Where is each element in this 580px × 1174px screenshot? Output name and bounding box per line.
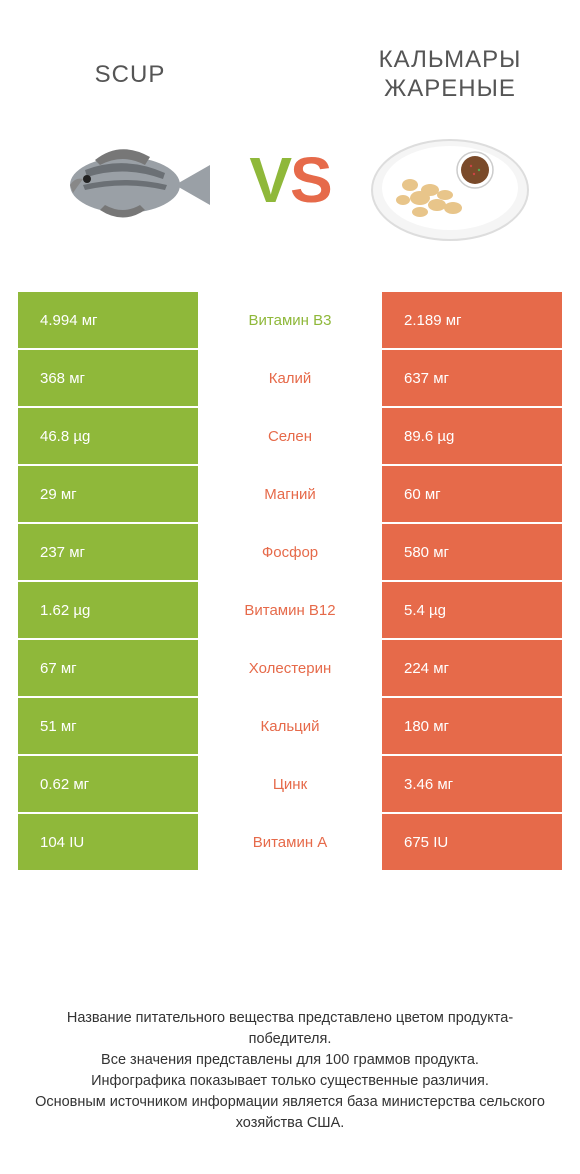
value-right: 224 мг [382,640,562,696]
footer-notes: Название питательного вещества представл… [0,1008,580,1134]
footer-line: Название питательного вещества представл… [30,1008,550,1050]
value-right: 2.189 мг [382,292,562,348]
nutrient-label: Калий [198,350,382,406]
vs-label: VS [249,143,330,217]
value-right: 60 мг [382,466,562,522]
product-right: КАЛЬМАРЫ ЖАРЕНЫЕ [350,40,550,250]
nutrient-label: Витамин A [198,814,382,870]
nutrient-label: Селен [198,408,382,464]
nutrient-label: Витамин B12 [198,582,382,638]
nutrient-label: Холестерин [198,640,382,696]
table-row: 4.994 мгВитамин B32.189 мг [18,290,562,348]
value-right: 89.6 µg [382,408,562,464]
value-left: 0.62 мг [18,756,198,812]
value-left: 237 мг [18,524,198,580]
value-left: 368 мг [18,350,198,406]
value-right: 5.4 µg [382,582,562,638]
value-left: 29 мг [18,466,198,522]
product-right-title: КАЛЬМАРЫ ЖАРЕНЫЕ [350,40,550,110]
nutrient-label: Магний [198,466,382,522]
table-row: 51 мгКальций180 мг [18,696,562,754]
table-row: 46.8 µgСелен89.6 µg [18,406,562,464]
value-left: 51 мг [18,698,198,754]
product-right-image [365,120,535,250]
vs-letter-v: V [249,144,290,216]
nutrition-table: 4.994 мгВитамин B32.189 мг368 мгКалий637… [0,280,580,870]
nutrient-label: Цинк [198,756,382,812]
product-left-image [45,120,215,250]
fish-icon [45,135,215,235]
value-left: 46.8 µg [18,408,198,464]
table-row: 237 мгФосфор580 мг [18,522,562,580]
value-left: 1.62 µg [18,582,198,638]
table-row: 368 мгКалий637 мг [18,348,562,406]
calamari-icon [365,120,535,250]
product-left: SCUP [30,40,230,250]
value-right: 580 мг [382,524,562,580]
value-right: 637 мг [382,350,562,406]
nutrient-label: Витамин B3 [198,292,382,348]
footer-line: Инфографика показывает только существенн… [30,1071,550,1092]
table-row: 104 IUВитамин A675 IU [18,812,562,870]
table-row: 67 мгХолестерин224 мг [18,638,562,696]
value-right: 675 IU [382,814,562,870]
nutrient-label: Фосфор [198,524,382,580]
value-right: 180 мг [382,698,562,754]
vs-letter-s: S [290,144,331,216]
table-row: 1.62 µgВитамин B125.4 µg [18,580,562,638]
nutrient-label: Кальций [198,698,382,754]
value-left: 67 мг [18,640,198,696]
value-left: 104 IU [18,814,198,870]
value-right: 3.46 мг [382,756,562,812]
product-left-title: SCUP [95,40,166,110]
table-row: 29 мгМагний60 мг [18,464,562,522]
footer-line: Все значения представлены для 100 граммо… [30,1050,550,1071]
table-row: 0.62 мгЦинк3.46 мг [18,754,562,812]
value-left: 4.994 мг [18,292,198,348]
comparison-header: SCUP VS КАЛЬМАРЫ ЖАРЕНЫЕ [0,0,580,280]
footer-line: Основным источником информации является … [30,1092,550,1134]
